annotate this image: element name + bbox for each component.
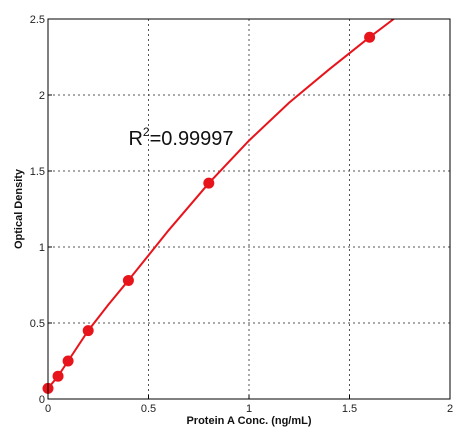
data-point-5 — [203, 177, 215, 189]
data-point-3 — [82, 325, 94, 337]
annotation-value: =0.99997 — [150, 128, 234, 150]
data-point-1 — [52, 370, 64, 382]
annotation-base: R — [128, 128, 142, 150]
x-axis-label: Protein A Conc. (ng/mL) — [186, 415, 311, 427]
y-tick-label-3: 1.5 — [30, 166, 45, 178]
annotation-superscript: 2 — [143, 125, 150, 139]
x-tick-label-3: 1.5 — [342, 403, 357, 415]
r-squared-annotation: R2=0.99997 — [128, 125, 233, 150]
data-points — [42, 31, 376, 394]
y-tick-label-0: 0 — [39, 394, 45, 406]
x-tick-label-0: 0 — [45, 403, 51, 415]
x-tick-label-1: 0.5 — [141, 403, 156, 415]
y-axis-label: Optical Density — [13, 168, 25, 249]
fit-curve — [48, 19, 395, 390]
y-tick-label-4: 2 — [39, 90, 45, 102]
x-tick-label-4: 2 — [447, 403, 453, 415]
y-axis-ticks: 0 0.5 1 1.5 2 2.5 — [30, 14, 52, 406]
y-tick-label-1: 0.5 — [30, 318, 45, 330]
y-tick-label-2: 1 — [39, 242, 45, 254]
data-point-4 — [122, 274, 134, 286]
data-point-6 — [364, 31, 376, 43]
x-axis-ticks: 0 0.5 1 1.5 2 — [45, 395, 453, 415]
x-tick-label-2: 1 — [246, 403, 252, 415]
y-tick-label-5: 2.5 — [30, 14, 45, 26]
grid-lines — [48, 19, 450, 399]
data-point-2 — [62, 355, 74, 367]
